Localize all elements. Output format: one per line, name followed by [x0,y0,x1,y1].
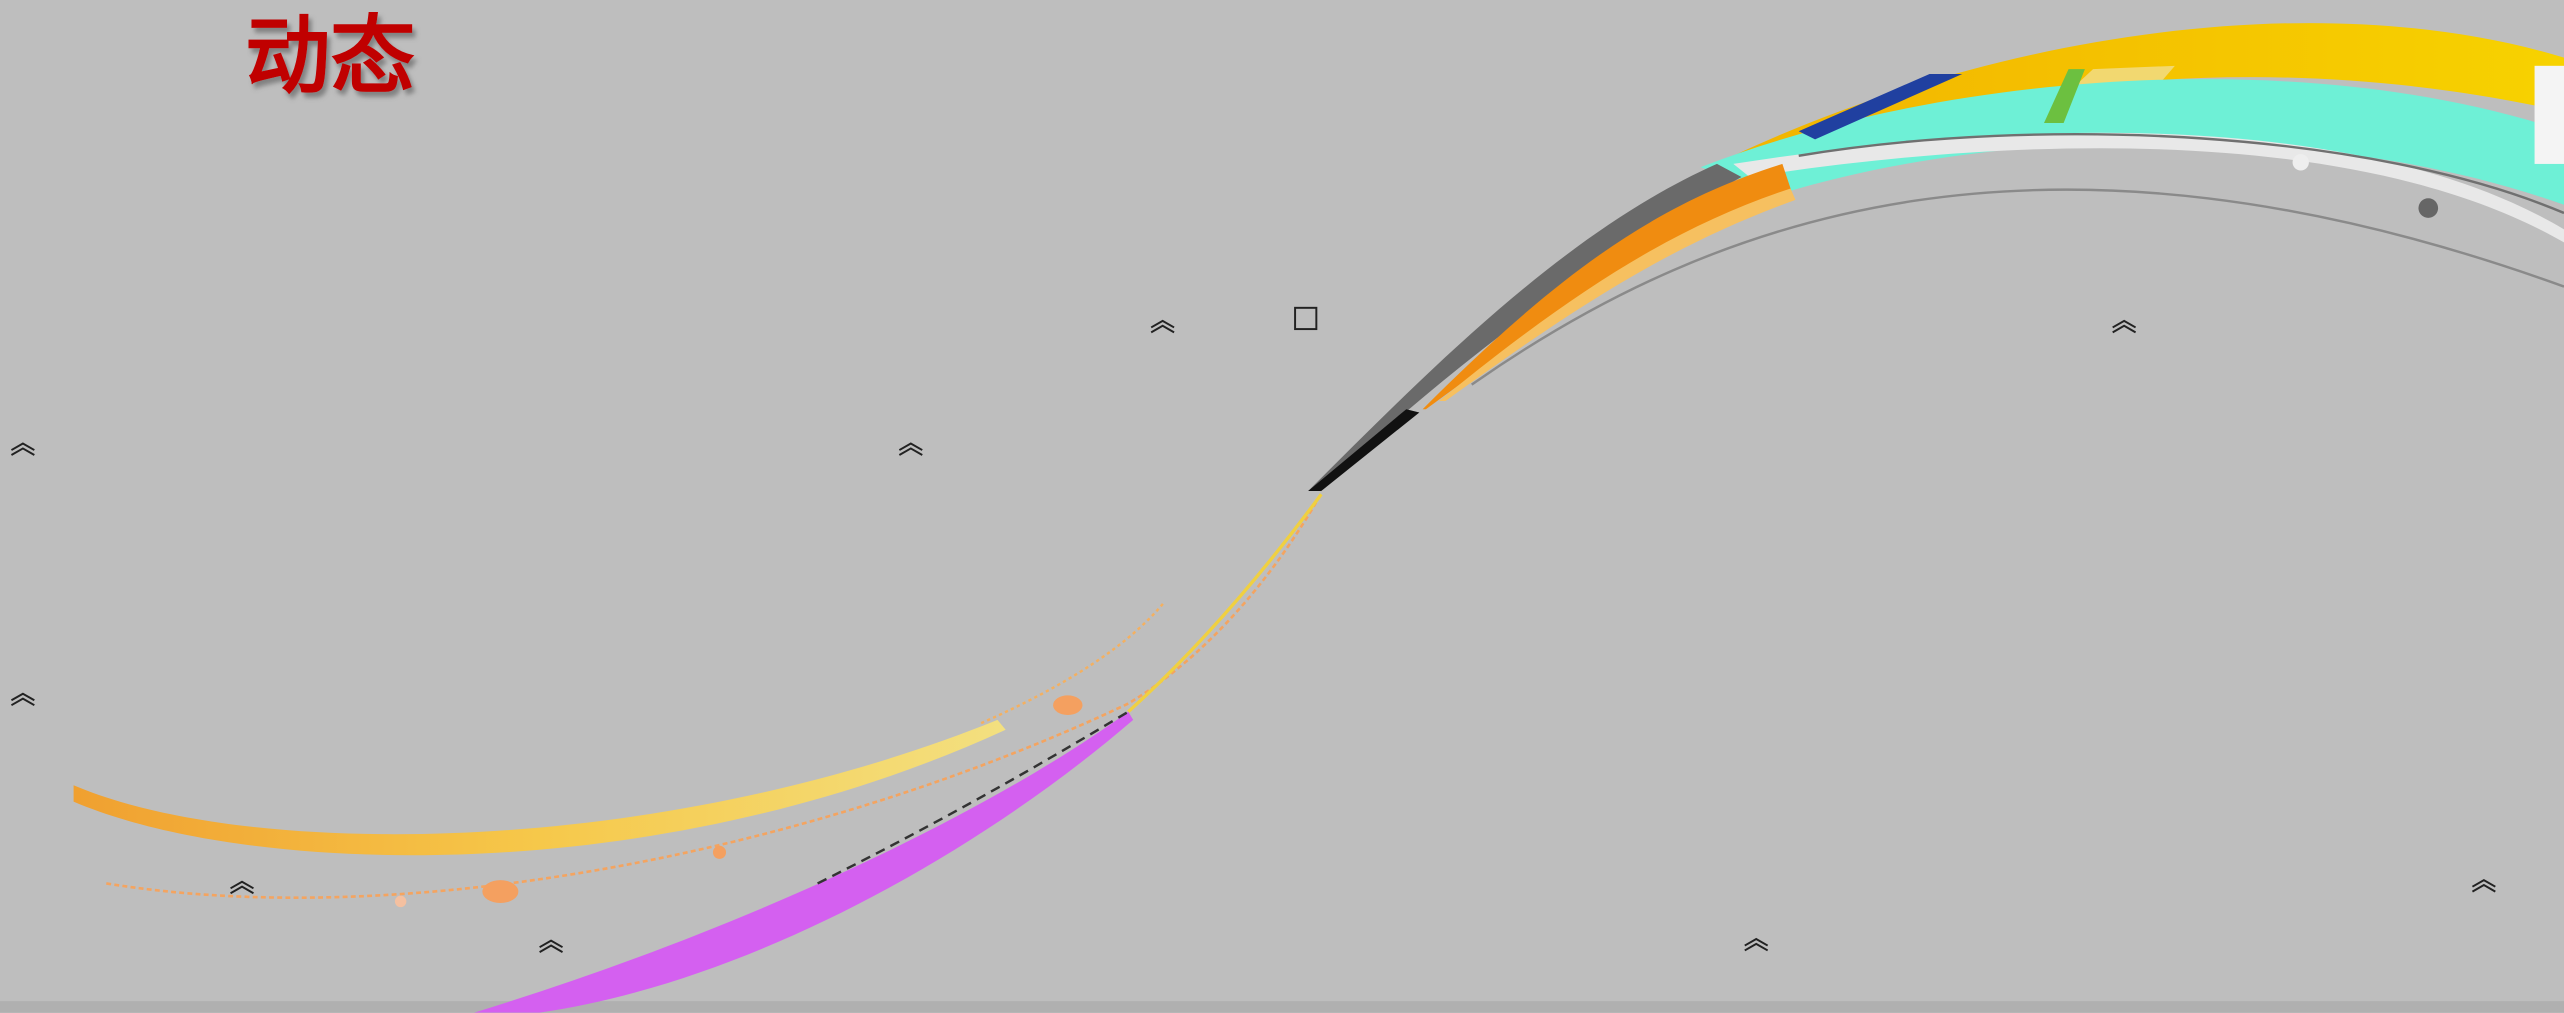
band-stripe [2044,69,2085,124]
chevron [10,442,35,456]
edge-panel [2534,65,2564,164]
dot [482,880,519,904]
swoosh-top [1308,23,2564,491]
thin-line [1798,132,2564,215]
orange-band-light [1438,188,1796,402]
chevron [2471,879,2496,893]
dot [2418,198,2439,218]
dot [2292,154,2309,171]
slide-title: 动态 [245,7,415,106]
swoosh-bottom [73,493,1323,1013]
dotted-line [106,498,1320,899]
chevron [539,939,563,953]
chevron [230,880,254,895]
dark-edge [817,710,1129,885]
thin-line [1470,188,2564,386]
bottom-edge [0,1001,2564,1013]
yellow-arc [73,719,1006,856]
dot [1053,695,1083,715]
chevron-icons [10,306,2496,953]
yellow-band [1733,23,2564,156]
chevron [898,442,923,456]
dot [712,845,727,859]
white-band [1733,132,2564,243]
chevron [10,692,35,707]
chevron [1744,937,1769,952]
yellow-line [1127,493,1323,713]
black-tip [1308,409,1420,491]
dot [394,895,407,908]
box-icon [1294,306,1318,331]
band-stripe [1798,73,1963,140]
chevron [1150,319,1175,334]
chevron [2112,319,2137,334]
